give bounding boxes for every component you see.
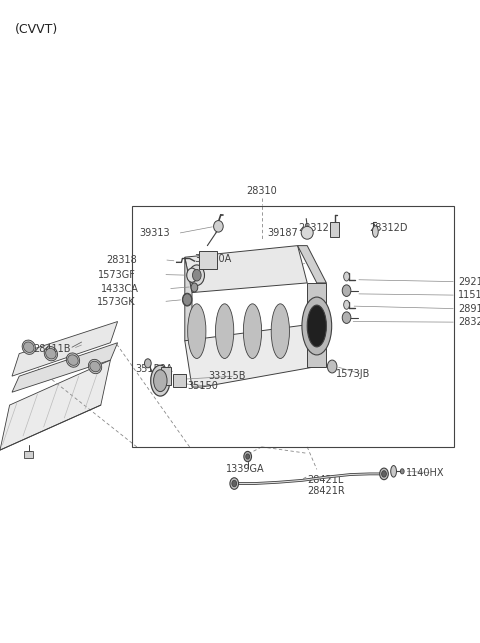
Text: 28911: 28911 (458, 303, 480, 314)
Ellipse shape (68, 355, 78, 365)
Ellipse shape (372, 226, 378, 237)
Circle shape (342, 285, 351, 296)
Polygon shape (185, 246, 307, 293)
Ellipse shape (382, 471, 386, 477)
Ellipse shape (90, 361, 100, 372)
Bar (132, 206, 454, 447)
Text: 28321A: 28321A (458, 317, 480, 327)
Bar (199, 251, 217, 269)
Polygon shape (185, 257, 192, 341)
Ellipse shape (22, 340, 36, 354)
Circle shape (327, 360, 337, 373)
Circle shape (191, 283, 198, 292)
Bar (173, 374, 186, 387)
Text: 33315B: 33315B (209, 371, 246, 381)
Text: 28421L: 28421L (307, 475, 344, 485)
Text: 1140HX: 1140HX (406, 467, 444, 478)
Ellipse shape (187, 268, 197, 282)
Ellipse shape (189, 265, 204, 285)
Ellipse shape (151, 365, 170, 396)
Circle shape (342, 312, 351, 323)
Text: (CVVT): (CVVT) (14, 23, 58, 35)
Text: 39187: 39187 (267, 228, 298, 238)
Bar (330, 222, 339, 237)
Bar (161, 367, 171, 385)
Ellipse shape (244, 451, 252, 462)
Ellipse shape (154, 370, 167, 392)
Bar (24, 451, 33, 458)
Ellipse shape (24, 342, 34, 352)
Text: 35150A: 35150A (135, 364, 173, 374)
Ellipse shape (230, 478, 239, 489)
Text: 28421R: 28421R (307, 485, 345, 496)
Ellipse shape (232, 480, 237, 487)
Ellipse shape (391, 466, 396, 477)
Ellipse shape (44, 347, 58, 361)
Text: 1573GK: 1573GK (97, 296, 136, 307)
Polygon shape (0, 360, 110, 450)
Ellipse shape (302, 297, 332, 355)
Ellipse shape (188, 304, 206, 358)
Ellipse shape (344, 300, 349, 309)
Text: 28310: 28310 (246, 186, 277, 196)
Polygon shape (12, 322, 118, 376)
Text: 1433CA: 1433CA (101, 284, 139, 294)
Ellipse shape (192, 269, 201, 281)
Text: 28318: 28318 (106, 255, 137, 265)
Ellipse shape (246, 454, 250, 459)
Ellipse shape (400, 469, 404, 474)
Text: 39300A: 39300A (194, 254, 232, 264)
Polygon shape (307, 283, 326, 367)
Text: 1573JB: 1573JB (336, 369, 371, 379)
Ellipse shape (344, 272, 349, 281)
Ellipse shape (46, 349, 56, 359)
Ellipse shape (243, 304, 262, 358)
Ellipse shape (88, 359, 102, 374)
Ellipse shape (216, 304, 234, 358)
Text: 1339GA: 1339GA (226, 464, 264, 474)
Polygon shape (12, 343, 118, 392)
Text: 29212D: 29212D (458, 276, 480, 287)
Ellipse shape (271, 304, 289, 358)
Ellipse shape (380, 468, 388, 480)
Polygon shape (298, 246, 326, 283)
Circle shape (182, 293, 192, 306)
Ellipse shape (66, 353, 80, 367)
Text: 28411B: 28411B (34, 343, 71, 354)
Polygon shape (185, 325, 317, 387)
Ellipse shape (301, 226, 313, 239)
Text: 1573GF: 1573GF (98, 269, 136, 280)
Text: 28312: 28312 (298, 222, 329, 233)
Text: 39313: 39313 (140, 228, 170, 239)
Ellipse shape (307, 305, 326, 347)
Text: 1151CC: 1151CC (458, 290, 480, 300)
Text: 35150: 35150 (187, 381, 218, 392)
Text: 28312D: 28312D (370, 222, 408, 233)
Ellipse shape (214, 221, 223, 232)
Ellipse shape (144, 359, 151, 368)
